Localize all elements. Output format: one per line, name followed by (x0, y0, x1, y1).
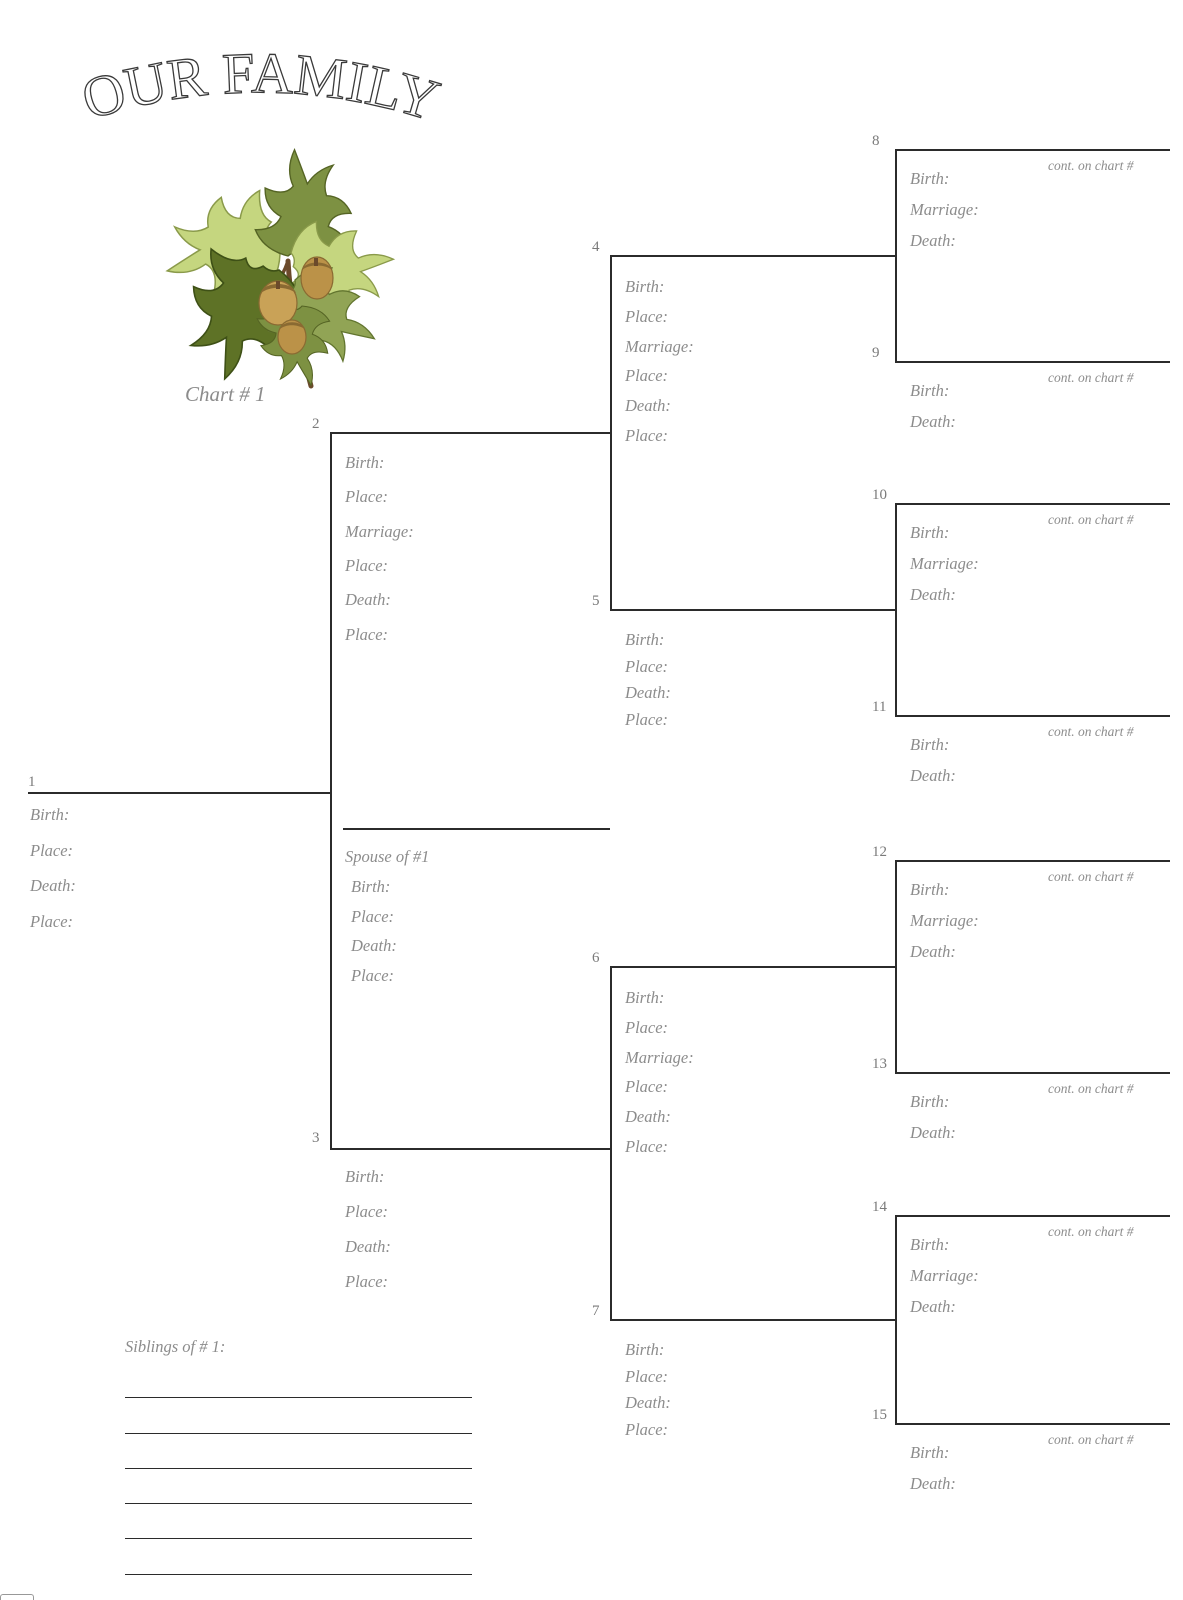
svg-text:OUR FAMILY: OUR FAMILY (75, 40, 447, 133)
